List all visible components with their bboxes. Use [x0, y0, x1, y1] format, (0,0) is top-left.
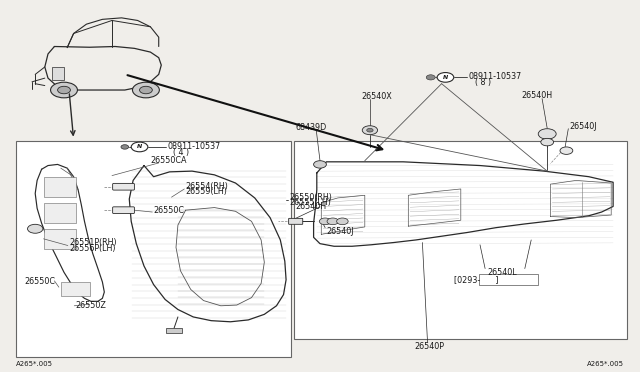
Text: 26540P: 26540P [415, 342, 445, 351]
FancyBboxPatch shape [289, 218, 303, 224]
Text: 08911-10537: 08911-10537 [167, 142, 220, 151]
Text: 26559(LH): 26559(LH) [186, 187, 227, 196]
Text: 26550C: 26550C [24, 278, 55, 286]
Text: 26540J: 26540J [326, 227, 354, 236]
Text: ( 8 ): ( 8 ) [475, 78, 491, 87]
Bar [479, 274, 538, 285]
Text: A265*.005: A265*.005 [587, 361, 624, 367]
Circle shape [437, 73, 454, 82]
Bar [61, 282, 90, 296]
Bar [294, 141, 627, 339]
Circle shape [58, 86, 70, 94]
Text: 26555(LH): 26555(LH) [289, 198, 331, 207]
Text: 68439D: 68439D [296, 123, 327, 132]
FancyBboxPatch shape [113, 183, 134, 190]
Text: N: N [137, 144, 142, 150]
Text: 26556P(LH): 26556P(LH) [69, 244, 116, 253]
Text: 26550Z: 26550Z [76, 301, 106, 310]
Circle shape [132, 82, 159, 98]
Text: 26551P(RH): 26551P(RH) [69, 238, 116, 247]
Circle shape [121, 145, 129, 149]
Text: 26540X: 26540X [362, 92, 392, 101]
Circle shape [337, 218, 348, 225]
Circle shape [327, 218, 339, 225]
Circle shape [367, 128, 373, 132]
FancyBboxPatch shape [113, 207, 134, 214]
Circle shape [314, 161, 326, 168]
Bar [16, 141, 291, 357]
Text: 26550C: 26550C [154, 206, 184, 215]
Text: ( 4 ): ( 4 ) [173, 148, 189, 157]
Text: 26550(RH): 26550(RH) [289, 193, 332, 202]
Bar [52, 67, 64, 80]
Text: 26554(RH): 26554(RH) [186, 182, 228, 190]
Circle shape [51, 82, 77, 98]
Text: [0293-      ]: [0293- ] [454, 275, 499, 284]
Text: 26550CA: 26550CA [150, 156, 187, 165]
Circle shape [362, 126, 378, 135]
Text: 26540H: 26540H [296, 202, 327, 211]
Circle shape [131, 142, 148, 152]
Bar [166, 328, 182, 333]
Text: A265*.005: A265*.005 [16, 361, 53, 367]
Text: 08911-10537: 08911-10537 [468, 72, 522, 81]
Bar [44, 177, 76, 197]
Circle shape [541, 138, 554, 146]
Circle shape [560, 147, 573, 154]
Text: 26540L: 26540L [488, 268, 517, 277]
Text: 26540J: 26540J [570, 122, 597, 131]
Text: 26540H: 26540H [522, 92, 553, 100]
Circle shape [319, 218, 331, 225]
Bar [44, 229, 76, 249]
Circle shape [28, 224, 43, 233]
Bar [44, 203, 76, 223]
Circle shape [140, 86, 152, 94]
Circle shape [426, 75, 435, 80]
Circle shape [538, 129, 556, 139]
Text: N: N [443, 75, 448, 80]
